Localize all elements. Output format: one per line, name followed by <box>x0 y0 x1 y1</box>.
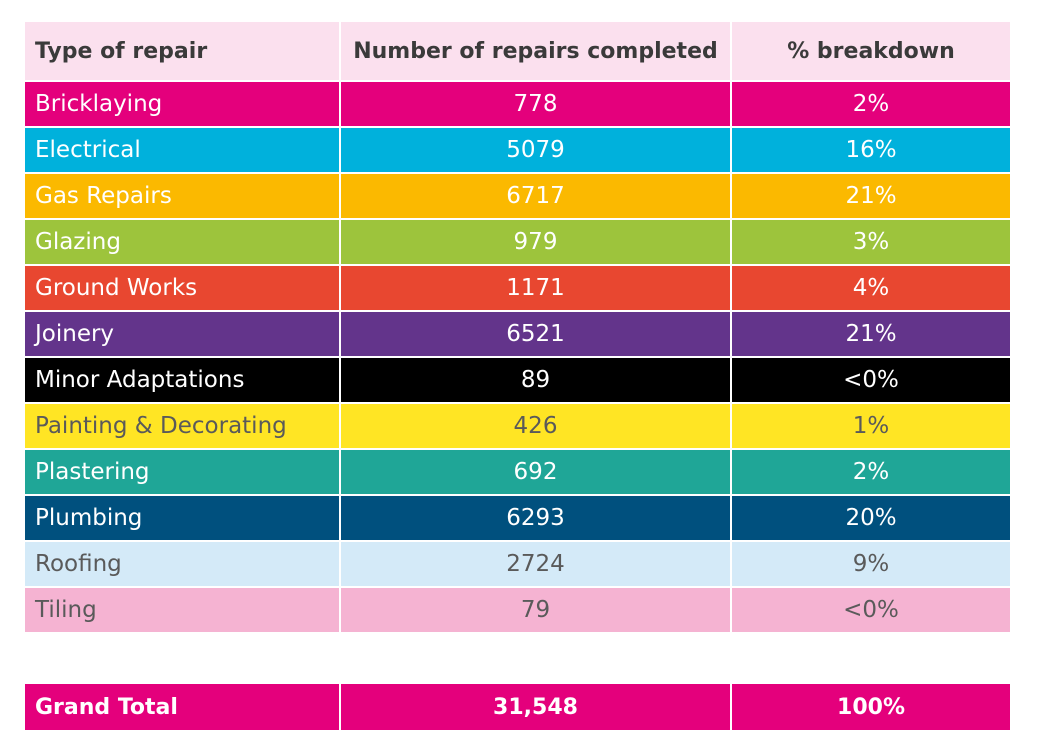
header-number-of-repairs: Number of repairs completed <box>341 22 732 82</box>
repair-percent-cell: 9% <box>732 542 1010 588</box>
repair-percent-cell: <0% <box>732 588 1010 634</box>
header-percent-breakdown: % breakdown <box>732 22 1010 82</box>
table-row: Joinery 6521 21% <box>25 312 1010 358</box>
repair-count-cell: 979 <box>341 220 732 266</box>
repair-percent-cell: 21% <box>732 174 1010 220</box>
repair-type-cell: Glazing <box>25 220 341 266</box>
repair-percent-cell: 2% <box>732 450 1010 496</box>
table-row: Bricklaying 778 2% <box>25 82 1010 128</box>
table-row: Plumbing 6293 20% <box>25 496 1010 542</box>
table-row: Glazing 979 3% <box>25 220 1010 266</box>
repair-percent-cell: 16% <box>732 128 1010 174</box>
table-row: Plastering 692 2% <box>25 450 1010 496</box>
repair-type-cell: Painting & Decorating <box>25 404 341 450</box>
repair-type-cell: Ground Works <box>25 266 341 312</box>
repair-percent-cell: 2% <box>732 82 1010 128</box>
repair-percent-cell: <0% <box>732 358 1010 404</box>
repair-type-cell: Minor Adaptations <box>25 358 341 404</box>
repair-percent-cell: 3% <box>732 220 1010 266</box>
table-row: Gas Repairs 6717 21% <box>25 174 1010 220</box>
repair-count-cell: 692 <box>341 450 732 496</box>
repair-count-cell: 2724 <box>341 542 732 588</box>
repair-type-cell: Joinery <box>25 312 341 358</box>
repair-type-cell: Gas Repairs <box>25 174 341 220</box>
grand-total-table: Grand Total 31,548 100% <box>25 684 1010 730</box>
repair-count-cell: 5079 <box>341 128 732 174</box>
repair-type-cell: Bricklaying <box>25 82 341 128</box>
repair-type-cell: Tiling <box>25 588 341 634</box>
repair-count-cell: 6293 <box>341 496 732 542</box>
repair-count-cell: 6521 <box>341 312 732 358</box>
repair-type-cell: Roofing <box>25 542 341 588</box>
repair-count-cell: 89 <box>341 358 732 404</box>
repair-count-cell: 79 <box>341 588 732 634</box>
repair-type-cell: Electrical <box>25 128 341 174</box>
repair-percent-cell: 21% <box>732 312 1010 358</box>
table-row: Electrical 5079 16% <box>25 128 1010 174</box>
repair-count-cell: 1171 <box>341 266 732 312</box>
grand-total-row: Grand Total 31,548 100% <box>25 684 1010 730</box>
header-type-of-repair: Type of repair <box>25 22 341 82</box>
table-row: Painting & Decorating 426 1% <box>25 404 1010 450</box>
table-row: Ground Works 1171 4% <box>25 266 1010 312</box>
repair-percent-cell: 1% <box>732 404 1010 450</box>
table-row: Roofing 2724 9% <box>25 542 1010 588</box>
repair-count-cell: 426 <box>341 404 732 450</box>
repair-percent-cell: 4% <box>732 266 1010 312</box>
repair-count-cell: 778 <box>341 82 732 128</box>
table-body: Bricklaying 778 2% Electrical 5079 16% Gas Rep… <box>25 82 1010 634</box>
repair-count-cell: 6717 <box>341 174 732 220</box>
table-row: Tiling 79 <0% <box>25 588 1010 634</box>
grand-total-percent: 100% <box>732 684 1010 730</box>
repair-percent-cell: 20% <box>732 496 1010 542</box>
repair-type-cell: Plastering <box>25 450 341 496</box>
repairs-table: Type of repair Number of repairs complet… <box>25 22 1010 634</box>
repair-type-cell: Plumbing <box>25 496 341 542</box>
grand-total-count: 31,548 <box>341 684 732 730</box>
table-header-row: Type of repair Number of repairs complet… <box>25 22 1010 82</box>
grand-total-label: Grand Total <box>25 684 341 730</box>
table-row: Minor Adaptations 89 <0% <box>25 358 1010 404</box>
